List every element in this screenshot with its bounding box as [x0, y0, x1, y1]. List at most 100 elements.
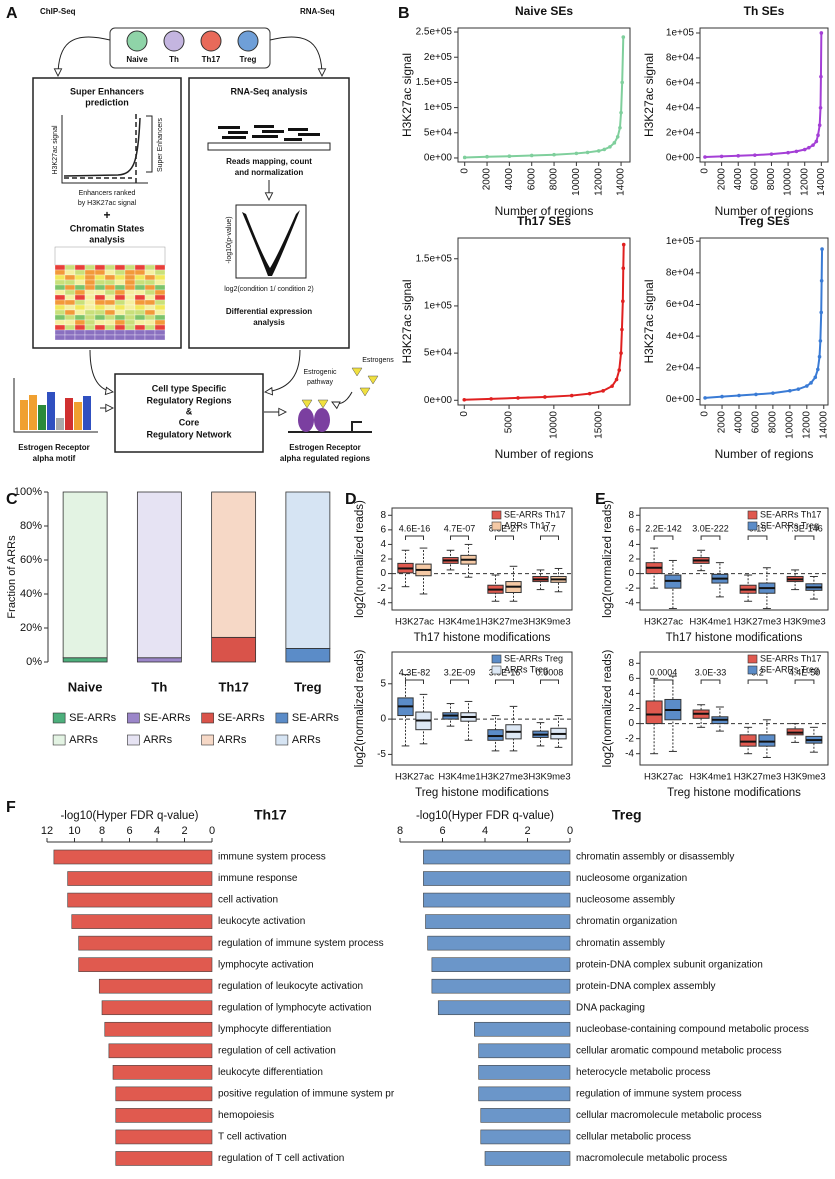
bracket: [450, 679, 469, 684]
x-tick-label: H3K27ac: [395, 617, 434, 628]
bracket: [747, 679, 768, 684]
x-tick-label: H3K9me3: [528, 772, 570, 783]
point: [816, 367, 820, 372]
bar: [71, 914, 213, 929]
bracket: [540, 679, 559, 684]
heatmap-cell: [74, 299, 86, 306]
y-tick-label: 4: [380, 539, 386, 550]
heatmap-cell: [94, 314, 106, 321]
y-tick-label: 2e+05: [424, 52, 453, 63]
er-text: Estrogens: [362, 357, 394, 364]
category-label: immune system process: [218, 852, 326, 863]
y-axis-label: log2(normalized reads): [602, 500, 614, 618]
bar: [431, 957, 571, 972]
category-label: cellular macromolecule metabolic process: [576, 1110, 762, 1121]
y-tick-label: 5: [380, 678, 386, 689]
heatmap-cell: [124, 319, 136, 326]
x-axis-label: Th17 histone modifications: [666, 632, 803, 644]
legend-label: SE-ARRs: [292, 712, 340, 724]
heatmap-cell: [114, 314, 126, 321]
x-tick-label: 2000: [716, 168, 727, 191]
heatmap-cell: [154, 279, 166, 286]
category-label: nucleobase-containing compound metabolic…: [576, 1024, 809, 1035]
y-tick-label: 1.5e+05: [416, 77, 453, 88]
heatmap-cell: [134, 279, 146, 286]
x-tick-label: 8: [99, 825, 105, 837]
x-tick-label: 14000: [818, 411, 829, 439]
x-tick-label: 2000: [717, 411, 728, 434]
box: [739, 734, 757, 747]
bracket: [540, 535, 559, 540]
heatmap-cell: [134, 329, 146, 336]
heatmap-cell: [74, 269, 86, 276]
motif-label: Estrogen Receptor: [18, 443, 90, 452]
category-label: protein-DNA complex subunit organization: [576, 959, 763, 970]
y-axis-label: H3K27ac signal: [400, 279, 414, 363]
genome: [207, 142, 331, 151]
heatmap-cell: [54, 309, 66, 316]
category-label: DNA packaging: [576, 1002, 645, 1013]
legend-swatch: [747, 665, 758, 675]
y-tick-label: 5e+04: [424, 348, 453, 359]
heatmap-cell: [94, 309, 106, 316]
x-tick-label: 10000: [783, 168, 794, 196]
x-tick-label: 14000: [816, 168, 827, 196]
category-label: protein-DNA complex assembly: [576, 981, 716, 992]
x-tick-label: 6000: [526, 168, 537, 191]
y-tick-label: 0e+00: [424, 153, 453, 164]
point: [620, 327, 624, 332]
y-tick-label: -4: [377, 597, 386, 608]
p-value: 7.3E-146: [786, 523, 823, 533]
category-label: cellular aromatic compound metabolic pro…: [576, 1045, 782, 1056]
heatmap-cell: [94, 294, 106, 301]
point: [794, 149, 799, 154]
legend-swatch: [127, 734, 140, 746]
bar: [78, 957, 213, 972]
category-label: macromolecule metabolic process: [576, 1153, 727, 1164]
heatmap-cell: [104, 334, 116, 341]
bar-segment: [136, 491, 182, 659]
x-tick-label: 12: [41, 825, 53, 837]
category-label: leukocyte differentiation: [218, 1067, 323, 1078]
heatmap-cell: [134, 309, 146, 316]
heatmap-cell: [84, 334, 96, 341]
y-tick-label: 1e+05: [666, 236, 695, 247]
bar: [437, 1000, 571, 1016]
point: [619, 110, 623, 115]
heatmap-cell: [124, 334, 136, 341]
legend-label: ARRs: [143, 734, 172, 746]
heatmap: [54, 246, 166, 341]
y-axis-label: Fraction of ARRs: [6, 535, 18, 619]
heatmap-cell: [144, 264, 156, 271]
bar-segment: [211, 491, 257, 638]
heatmap-cell: [144, 289, 156, 296]
x-axis-label: Treg histone modifications: [415, 787, 549, 799]
y-tick-label: 1e+05: [424, 102, 453, 113]
step-label: Reads mapping, count: [226, 157, 312, 166]
heatmap-cell: [124, 299, 136, 306]
cell-label: Th17: [202, 55, 221, 64]
cell-label: Naive: [126, 55, 148, 64]
heatmap-cell: [94, 329, 106, 336]
bar: [478, 1065, 571, 1080]
point: [802, 147, 807, 152]
plot-frame: [457, 27, 631, 163]
heatmap-cell: [114, 269, 126, 276]
legend-swatch: [491, 521, 502, 531]
heatmap-cell: [114, 304, 126, 311]
series-line: [464, 244, 625, 401]
y-tick-label: -4: [625, 748, 634, 759]
legend-swatch: [275, 712, 289, 724]
y-tick-label: 2: [380, 554, 386, 565]
heatmap-cell: [84, 284, 96, 291]
heatmap-cell: [134, 274, 146, 281]
point: [814, 139, 819, 144]
se-box: [32, 77, 182, 349]
x-axis-label: Th17 histone modifications: [414, 632, 551, 644]
point: [811, 143, 815, 147]
x-tick-label: 4000: [734, 411, 745, 434]
heatmap-cell: [144, 279, 156, 286]
motif-logo: [13, 378, 98, 433]
cell-icon: [126, 30, 148, 52]
x-tick-label: 6000: [749, 168, 760, 191]
